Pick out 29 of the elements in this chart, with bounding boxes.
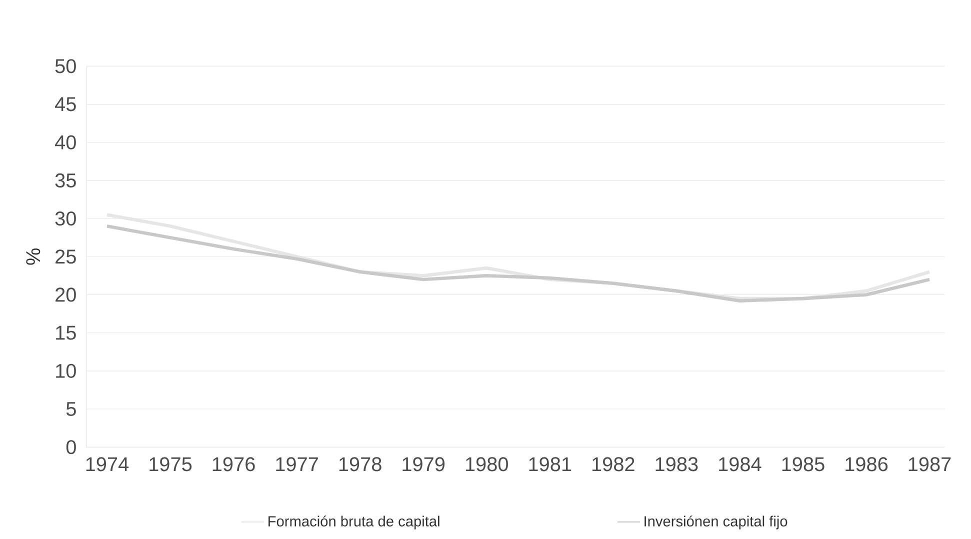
x-tick-label: 1987 bbox=[908, 457, 951, 472]
y-tick-label: 45 bbox=[55, 97, 76, 112]
x-tick-label: 1981 bbox=[529, 457, 572, 472]
y-tick-label: 5 bbox=[66, 402, 76, 416]
y-tick-label: 10 bbox=[56, 364, 76, 378]
x-tick-label: 1979 bbox=[402, 457, 445, 472]
y-tick-label: 35 bbox=[55, 173, 76, 188]
line-series bbox=[105, 224, 932, 303]
y-tick-label: 30 bbox=[55, 211, 76, 226]
y-tick-label: 15 bbox=[56, 326, 76, 340]
y-tick-label: 40 bbox=[55, 135, 76, 150]
x-tick-label: 1983 bbox=[656, 457, 698, 472]
x-tick-label: 1986 bbox=[846, 457, 888, 472]
x-tick-label: 1977 bbox=[276, 457, 318, 472]
y-tick-label: 50 bbox=[55, 59, 76, 74]
y-tick-label: 25 bbox=[56, 250, 76, 264]
x-tick-label: 1984 bbox=[719, 457, 762, 472]
legend-label: Formación bruta de capital bbox=[268, 516, 440, 530]
x-tick-label: 1985 bbox=[782, 457, 824, 472]
x-tick-label: 1975 bbox=[150, 457, 192, 472]
x-tick-label: 1974 bbox=[86, 457, 129, 472]
legend-label: Inversiónen capital fijo bbox=[644, 516, 788, 530]
x-tick-label: 1982 bbox=[592, 457, 634, 472]
y-tick-label: 0 bbox=[66, 440, 76, 454]
x-tick-label: 1980 bbox=[466, 457, 508, 472]
x-tick-label: 1978 bbox=[339, 457, 382, 472]
y-axis-title: % bbox=[26, 248, 40, 265]
y-tick-label: 20 bbox=[56, 288, 76, 302]
x-tick-label: 1976 bbox=[212, 457, 255, 472]
